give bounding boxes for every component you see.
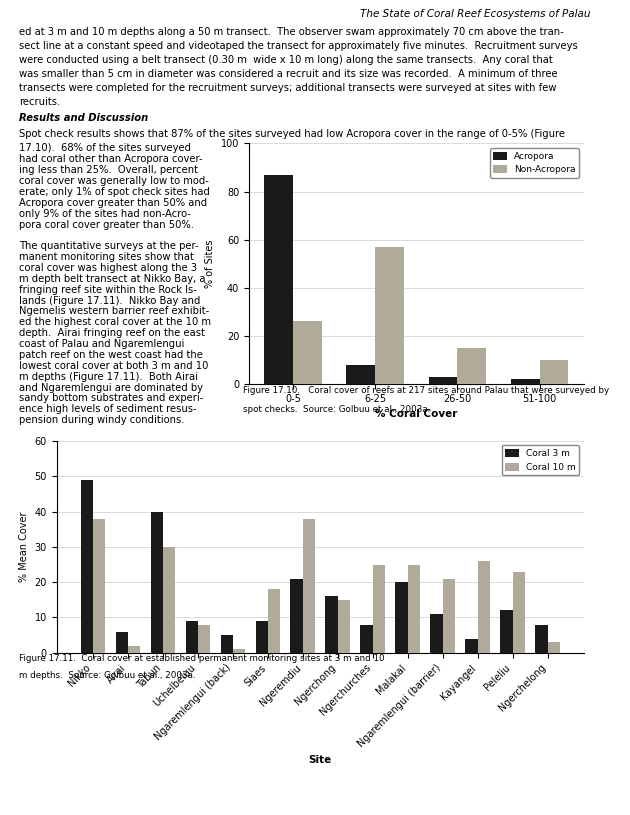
X-axis label: % Coral Cover: % Coral Cover <box>375 409 457 419</box>
Bar <box>540 360 568 384</box>
Bar <box>198 624 210 653</box>
Bar <box>290 579 302 653</box>
Bar <box>151 512 163 653</box>
Text: The quantitative surveys at the per-: The quantitative surveys at the per- <box>19 241 198 251</box>
X-axis label: Site: Site <box>309 755 332 764</box>
Bar <box>536 624 547 653</box>
Text: transects were completed for the recruitment surveys; additional transects were : transects were completed for the recruit… <box>19 83 556 93</box>
Bar <box>500 610 513 653</box>
Bar <box>116 632 128 653</box>
Text: recruits.: recruits. <box>19 97 60 107</box>
Y-axis label: % of Sites: % of Sites <box>205 240 215 288</box>
Bar <box>163 547 175 653</box>
Bar <box>128 645 140 653</box>
Text: erate; only 1% of spot check sites had: erate; only 1% of spot check sites had <box>19 187 210 197</box>
Text: fringing reef site within the Rock Is-: fringing reef site within the Rock Is- <box>19 284 197 295</box>
Text: lowest coral cover at both 3 m and 10: lowest coral cover at both 3 m and 10 <box>19 361 209 371</box>
Text: pension during windy conditions.: pension during windy conditions. <box>19 415 185 425</box>
Bar <box>513 571 525 653</box>
Text: ed at 3 m and 10 m depths along a 50 m transect.  The observer swam approximatel: ed at 3 m and 10 m depths along a 50 m t… <box>19 27 564 37</box>
Text: pora coral cover greater than 50%.: pora coral cover greater than 50%. <box>19 219 194 230</box>
Text: page
499: page 499 <box>598 782 621 803</box>
Text: had coral other than Acropora cover-: had coral other than Acropora cover- <box>19 154 202 165</box>
Text: m depths (Figure 17.11).  Both Airai: m depths (Figure 17.11). Both Airai <box>19 372 198 381</box>
Legend: Acropora, Non-Acropora: Acropora, Non-Acropora <box>490 148 579 178</box>
Text: manent monitoring sites show that: manent monitoring sites show that <box>19 252 194 262</box>
Bar <box>408 565 420 653</box>
Bar <box>457 348 486 384</box>
Text: lands (Figure 17.11).  Nikko Bay and: lands (Figure 17.11). Nikko Bay and <box>19 296 200 306</box>
Text: m depths.  Source: Golbuu et al., 2003a.: m depths. Source: Golbuu et al., 2003a. <box>19 671 195 680</box>
Text: sandy bottom substrates and experi-: sandy bottom substrates and experi- <box>19 394 203 403</box>
Bar <box>220 635 232 653</box>
Text: patch reef on the west coast had the: patch reef on the west coast had the <box>19 350 203 360</box>
Bar <box>81 480 93 653</box>
Text: 17.10).  68% of the sites surveyed: 17.10). 68% of the sites surveyed <box>19 143 191 153</box>
Text: ence high levels of sediment resus-: ence high levels of sediment resus- <box>19 404 197 414</box>
Text: only 9% of the sites had non-Acro-: only 9% of the sites had non-Acro- <box>19 209 191 218</box>
Bar <box>547 642 559 653</box>
Text: coral cover was generally low to mod-: coral cover was generally low to mod- <box>19 176 209 186</box>
Bar <box>232 650 245 653</box>
Legend: Coral 3 m, Coral 10 m: Coral 3 m, Coral 10 m <box>501 446 579 475</box>
Bar <box>326 597 338 653</box>
Text: Palau: Palau <box>601 176 619 231</box>
Bar <box>360 624 373 653</box>
Bar <box>338 600 350 653</box>
Bar <box>293 321 322 384</box>
Y-axis label: % Mean Cover: % Mean Cover <box>19 512 29 582</box>
Text: The State of Coral Reef Ecosystems of Palau: The State of Coral Reef Ecosystems of Pa… <box>360 9 590 20</box>
Text: Results and Discussion: Results and Discussion <box>19 113 148 123</box>
Bar <box>93 518 105 653</box>
Bar <box>256 621 268 653</box>
Text: was smaller than 5 cm in diameter was considered a recruit and its size was reco: was smaller than 5 cm in diameter was co… <box>19 69 558 79</box>
Text: depth.  Airai fringing reef on the east: depth. Airai fringing reef on the east <box>19 328 205 338</box>
Bar <box>430 614 443 653</box>
Bar <box>396 582 408 653</box>
Bar <box>373 565 385 653</box>
Bar <box>375 247 404 384</box>
Bar <box>478 561 490 653</box>
Text: coast of Palau and Ngaremlengui: coast of Palau and Ngaremlengui <box>19 339 184 349</box>
Text: Figure 17.11.  Coral cover at established permanent monitoring sites at 3 m and : Figure 17.11. Coral cover at established… <box>19 654 384 663</box>
Bar <box>268 589 280 653</box>
Bar <box>466 639 478 653</box>
Text: Figure 17.10.   Coral cover of reefs at 217 sites around Palau that were surveye: Figure 17.10. Coral cover of reefs at 21… <box>243 386 609 395</box>
Text: ed the highest coral cover at the 10 m: ed the highest coral cover at the 10 m <box>19 317 211 328</box>
Text: Ngemelis western barrier reef exhibit-: Ngemelis western barrier reef exhibit- <box>19 306 209 316</box>
Text: sect line at a constant speed and videotaped the transect for approximately five: sect line at a constant speed and videot… <box>19 41 578 51</box>
Bar <box>443 579 455 653</box>
Text: Acropora cover greater than 50% and: Acropora cover greater than 50% and <box>19 198 207 208</box>
Text: spot checks.  Source: Golbuu et al., 2003a.: spot checks. Source: Golbuu et al., 2003… <box>243 405 430 414</box>
Bar <box>511 379 540 384</box>
Text: coral cover was highest along the 3: coral cover was highest along the 3 <box>19 263 197 273</box>
Text: ing less than 25%.  Overall, percent: ing less than 25%. Overall, percent <box>19 165 198 175</box>
Bar <box>264 174 293 384</box>
Text: were conducted using a belt transect (0.30 m  wide x 10 m long) along the same t: were conducted using a belt transect (0.… <box>19 55 553 65</box>
Bar <box>346 364 375 384</box>
Bar <box>186 621 198 653</box>
Bar <box>428 377 457 384</box>
Text: m depth belt transect at Nikko Bay, a: m depth belt transect at Nikko Bay, a <box>19 274 205 284</box>
Bar <box>302 518 315 653</box>
Text: Spot check results shows that 87% of the sites surveyed had low Acropora cover i: Spot check results shows that 87% of the… <box>19 130 565 139</box>
Text: and Ngaremlengui are dominated by: and Ngaremlengui are dominated by <box>19 382 203 393</box>
